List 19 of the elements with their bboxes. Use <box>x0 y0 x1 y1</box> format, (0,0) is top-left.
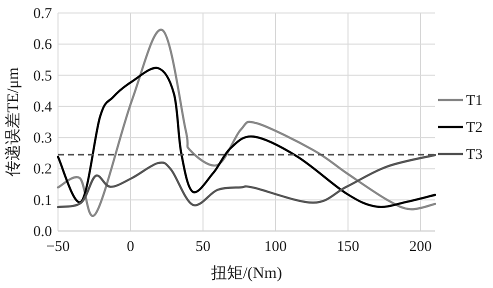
x-tick-label: 150 <box>336 239 360 255</box>
y-tick-label: 0.0 <box>33 224 52 240</box>
legend-label: T2 <box>466 120 483 136</box>
x-axis-title: 扭矩/(Nm) <box>210 265 282 282</box>
y-tick-label: 0.6 <box>33 37 52 54</box>
y-tick-label: 0.4 <box>33 99 52 116</box>
legend-label: T3 <box>466 147 483 163</box>
y-tick-label: 0.2 <box>33 162 52 178</box>
y-axis-title: 传递误差TE/μm <box>4 66 22 177</box>
y-tick-label: 0.1 <box>33 192 52 209</box>
x-tick-label: 0 <box>126 239 134 255</box>
y-tick-label: 0.7 <box>33 6 52 22</box>
x-tick-label: 100 <box>264 239 287 255</box>
y-tick-label: 0.5 <box>33 68 52 84</box>
y-tick-label: 0.3 <box>33 130 52 147</box>
legend-label: T1 <box>466 93 483 109</box>
x-tick-label: 200 <box>409 239 432 255</box>
x-tick-label: −50 <box>46 239 70 255</box>
x-tick-label: 50 <box>196 239 210 255</box>
